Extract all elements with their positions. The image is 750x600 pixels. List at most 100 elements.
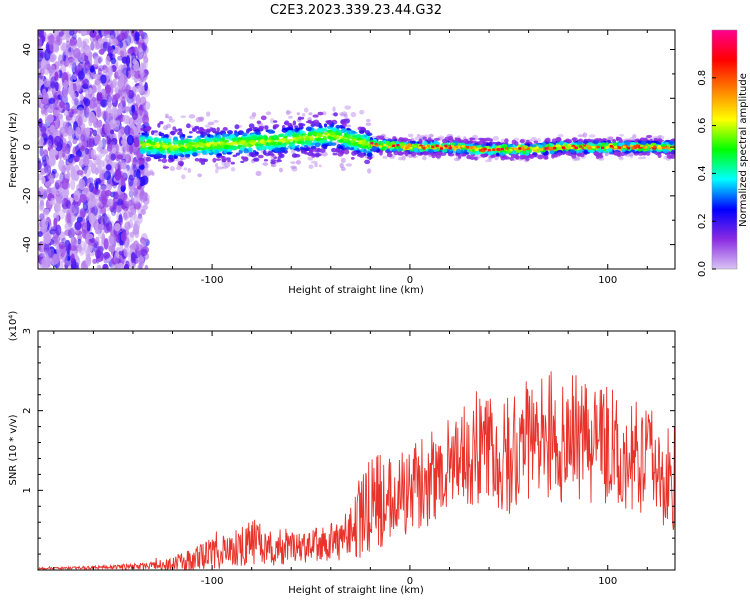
spectrogram-cell	[343, 149, 350, 155]
spectrogram-cell	[127, 89, 135, 99]
spectrogram-cell	[296, 144, 300, 148]
spectrogram-cell	[357, 141, 363, 145]
spectrogram-cell	[108, 244, 116, 253]
spectrogram-cell	[94, 167, 99, 176]
spectrogram-cell	[448, 147, 452, 150]
spectrogram-cell	[57, 260, 64, 269]
spectrogram-cell	[118, 129, 124, 135]
spectrogram-cell	[138, 47, 144, 60]
spectrogram-cell	[103, 223, 110, 234]
spectrogram-cell	[335, 137, 340, 140]
spectrogram-cell	[556, 137, 562, 142]
spectrogram-cell	[109, 141, 116, 149]
spectrogram-cell	[73, 98, 80, 107]
spectrogram-cell	[262, 149, 267, 156]
spectrogram-cell	[322, 144, 327, 150]
spectrogram-cell	[318, 125, 323, 129]
spectrogram-cell	[635, 144, 639, 147]
spectrogram-cell	[39, 136, 44, 146]
spectrogram-cell	[290, 165, 297, 169]
spectrogram-cell	[92, 197, 97, 208]
spectrogram-cell	[39, 200, 45, 211]
spectrogram-cell	[126, 164, 130, 172]
spectrogram-cell	[178, 140, 185, 145]
spectrogram-cell	[115, 205, 122, 214]
spectrogram-cell	[613, 151, 620, 156]
spectrogram-cell	[230, 167, 236, 172]
spectrogram-cell	[51, 168, 57, 175]
snr-frame	[37, 330, 676, 571]
spectrogram-cell	[40, 222, 46, 232]
spectrogram-cell	[102, 215, 110, 227]
spectrogram-cell	[89, 30, 97, 38]
spectrogram-cell	[140, 127, 145, 131]
spectrogram-cell	[332, 152, 338, 156]
spectrogram-cell	[38, 158, 42, 164]
spectrogram-cell	[188, 145, 194, 149]
spectrogram-cell	[90, 149, 97, 159]
spectrogram-cell	[127, 174, 134, 187]
spectrogram-cell	[370, 142, 374, 145]
spectrogram-cell	[77, 107, 85, 114]
spectrogram-cell	[139, 140, 145, 145]
spectrogram-cell	[548, 146, 552, 150]
spectrogram-cell	[213, 119, 219, 123]
spectrogram-cell	[364, 130, 371, 135]
spectrogram-cell	[582, 140, 589, 144]
spectrogram-cell	[308, 112, 313, 116]
spectrogram-cell	[147, 146, 152, 150]
spectrogram-cell	[583, 149, 588, 155]
spectrogram-cell	[124, 149, 130, 161]
spectrogram-cell	[101, 110, 109, 120]
spectrogram-cell	[188, 131, 193, 134]
spectrogram-cell	[95, 55, 100, 67]
spectrogram-cell	[52, 253, 60, 265]
spectrogram-cell	[204, 124, 211, 128]
spectrogram-cell	[55, 224, 62, 236]
spectrogram-cell	[163, 134, 169, 138]
spectrogram-cell	[105, 154, 110, 164]
spectrogram-cell	[670, 146, 674, 150]
spectrogram-cell	[318, 132, 322, 138]
spectrogram-cell	[500, 138, 505, 144]
spectrogram-cell	[319, 127, 323, 133]
spectrogram-cell	[98, 148, 106, 157]
spectrogram-cell	[138, 82, 145, 94]
spectrogram-cell	[110, 153, 116, 161]
spectrogram-cell	[255, 151, 259, 155]
spectrogram-cell	[80, 211, 86, 219]
spectrogram-cell	[618, 156, 624, 161]
spectrogram-cell	[209, 127, 214, 132]
spectrogram-cell	[527, 147, 531, 150]
spectrogram-cell	[299, 146, 304, 150]
spectrogram-cell	[41, 107, 45, 115]
spectrogram-cell	[123, 210, 131, 219]
spectrogram-cell	[471, 140, 477, 144]
spectrogram-cell	[54, 135, 62, 147]
spectrogram-cell	[596, 145, 600, 149]
spectrogram-cell	[200, 161, 206, 165]
spectrogram-cell	[118, 84, 126, 91]
spectrogram-cell	[339, 162, 344, 169]
spectrogram-cell	[38, 264, 44, 269]
spectrogram-cell	[41, 217, 47, 225]
spectrogram-cell	[332, 106, 336, 112]
spectrogram-cell	[398, 156, 403, 161]
spectrogram-cell	[142, 114, 150, 125]
spectrogram-cell	[407, 133, 414, 138]
spectrogram-cell	[297, 116, 302, 121]
spectrogram-cell	[230, 161, 235, 165]
spectrogram-cell	[92, 129, 98, 137]
spectrogram-cell	[107, 95, 112, 102]
spectrogram-cell	[38, 48, 44, 58]
spectrogram-cell	[495, 150, 499, 154]
spectrogram-cell	[69, 39, 75, 47]
spectrogram-cell	[622, 145, 626, 149]
spectrogram-cell	[95, 181, 99, 191]
spectrogram-cell	[98, 168, 106, 174]
spectrogram-cell	[604, 152, 609, 157]
spectrogram-cell	[38, 51, 44, 62]
spectrogram-cell	[225, 135, 231, 140]
spectrogram-cell	[206, 142, 211, 148]
snr-line-layer	[38, 371, 675, 570]
